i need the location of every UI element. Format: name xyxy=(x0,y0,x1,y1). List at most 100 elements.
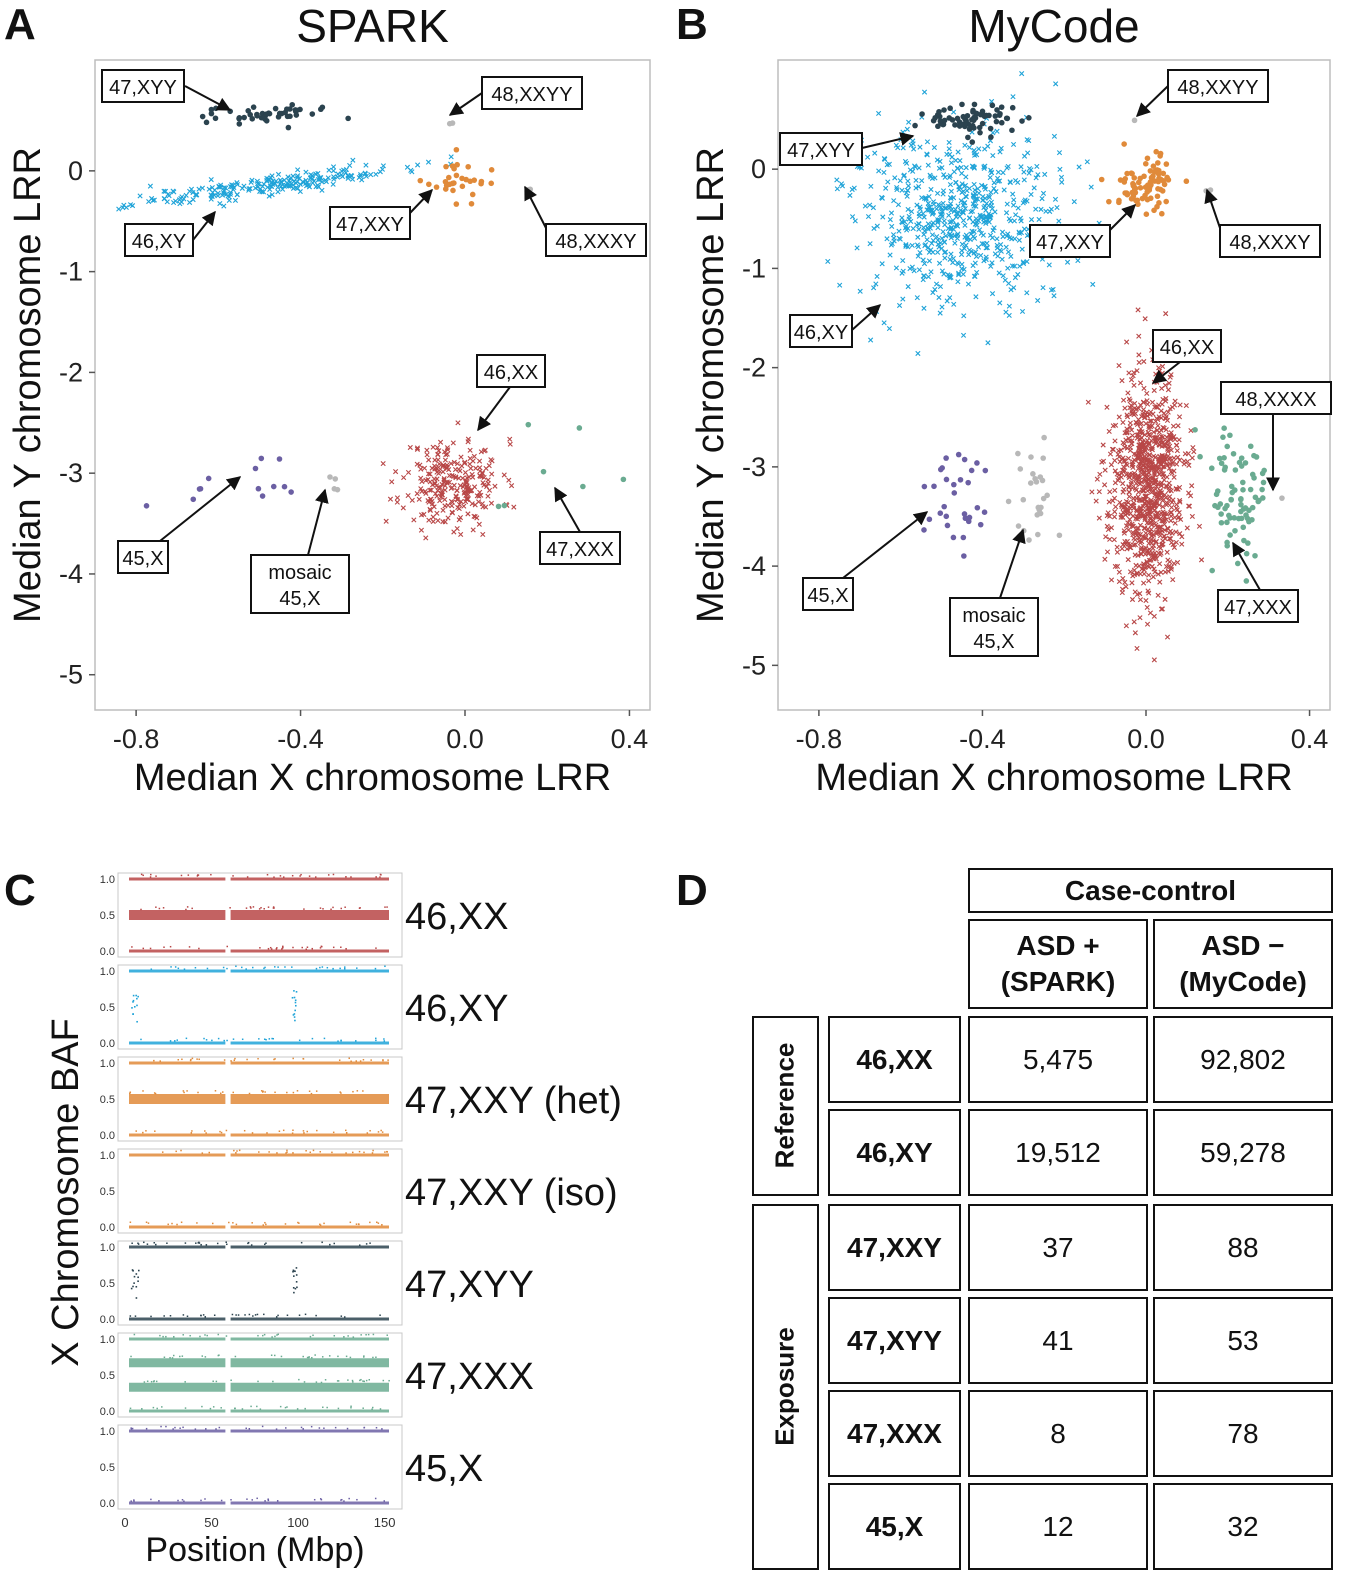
data-point xyxy=(1004,165,1010,171)
data-point xyxy=(947,181,954,188)
data-point xyxy=(989,291,996,297)
data-point xyxy=(226,194,232,200)
panel-letter-b: B xyxy=(676,0,708,49)
table-cell-mycode: 78 xyxy=(1153,1390,1333,1477)
data-point xyxy=(213,105,219,112)
table-cell-mycode: 59,278 xyxy=(1153,1109,1333,1196)
data-point xyxy=(917,250,923,256)
data-point xyxy=(453,475,459,481)
data-point xyxy=(1148,507,1154,513)
x-tick-label: 0.0 xyxy=(446,724,484,754)
data-point xyxy=(190,197,196,203)
data-point xyxy=(1030,471,1036,477)
data-point xyxy=(1141,546,1147,552)
data-point xyxy=(1139,539,1145,545)
baf-y-tick: 1.0 xyxy=(100,1242,115,1254)
data-point xyxy=(834,177,840,183)
data-point xyxy=(1155,185,1161,192)
data-point xyxy=(1168,564,1174,570)
data-point xyxy=(952,240,958,246)
data-point xyxy=(1102,556,1108,562)
data-point xyxy=(219,192,226,198)
data-point xyxy=(480,531,486,538)
data-point xyxy=(914,295,920,301)
data-point xyxy=(1123,584,1129,590)
table-group-label: Reference xyxy=(769,1042,800,1169)
data-point xyxy=(393,469,399,475)
data-point xyxy=(1252,552,1258,559)
data-point xyxy=(873,281,879,287)
baf-x-tick: 50 xyxy=(204,1515,218,1530)
data-point xyxy=(1005,231,1011,237)
svg-text:47,XXY: 47,XXY xyxy=(336,214,404,236)
data-point xyxy=(1160,170,1167,177)
data-point xyxy=(177,201,183,207)
data-point xyxy=(1102,467,1108,473)
baf-strip: 1.0 0.5 0.0 xyxy=(100,872,403,958)
data-point xyxy=(1097,471,1103,477)
data-point xyxy=(1155,160,1161,166)
annotation-label: mosaic 45,X xyxy=(250,488,350,614)
data-point xyxy=(943,476,950,483)
data-point xyxy=(1008,253,1014,259)
data-point xyxy=(1122,458,1128,464)
data-point xyxy=(1147,452,1153,458)
data-point xyxy=(1134,591,1140,598)
data-point xyxy=(1197,453,1203,460)
data-point xyxy=(930,289,936,296)
data-point xyxy=(988,189,994,195)
data-point xyxy=(456,517,462,523)
data-point xyxy=(1148,418,1155,424)
data-point xyxy=(419,488,425,494)
data-point xyxy=(941,107,947,113)
data-point xyxy=(442,487,448,493)
data-point xyxy=(1167,406,1173,412)
data-point xyxy=(953,179,959,186)
data-point xyxy=(1071,199,1077,205)
data-point xyxy=(1043,208,1049,214)
data-point xyxy=(934,190,941,196)
baf-series-label: 47,XXX xyxy=(405,1356,534,1398)
data-point xyxy=(1136,535,1142,541)
data-point xyxy=(990,130,996,136)
data-point xyxy=(1139,429,1145,435)
data-point xyxy=(1119,378,1125,384)
data-point xyxy=(1040,285,1046,291)
data-point xyxy=(368,172,374,178)
data-point xyxy=(1167,374,1173,380)
data-point xyxy=(228,189,234,196)
data-point xyxy=(172,198,179,204)
data-point xyxy=(1152,569,1158,575)
data-point xyxy=(1172,398,1178,404)
data-point xyxy=(486,487,493,493)
data-point xyxy=(936,108,942,115)
svg-text:48,XXYY: 48,XXYY xyxy=(1177,77,1258,99)
data-point xyxy=(297,188,303,195)
data-point xyxy=(1119,546,1125,552)
data-point xyxy=(1124,546,1130,552)
data-point xyxy=(190,189,196,196)
data-point xyxy=(908,208,915,215)
data-point xyxy=(404,164,411,170)
baf-series-label: 47,XXY (het) xyxy=(405,1080,622,1122)
baf-x-tick: 100 xyxy=(287,1515,309,1530)
data-point xyxy=(966,185,973,192)
data-point xyxy=(1234,560,1241,567)
data-point xyxy=(960,217,967,224)
data-point xyxy=(492,483,498,489)
data-point xyxy=(1133,480,1139,487)
data-point xyxy=(1112,509,1118,515)
data-point xyxy=(993,118,1000,125)
table-row-label: 45,X xyxy=(828,1483,961,1570)
data-point xyxy=(330,168,337,174)
data-point xyxy=(1121,141,1127,147)
data-point xyxy=(1128,377,1135,383)
data-point xyxy=(1024,198,1030,204)
data-point xyxy=(453,201,460,207)
data-point xyxy=(1154,493,1160,499)
data-point xyxy=(437,439,444,445)
data-point xyxy=(249,116,256,122)
data-point xyxy=(1161,181,1168,188)
cluster-46-xx xyxy=(1085,307,1205,663)
data-point xyxy=(1016,237,1022,243)
